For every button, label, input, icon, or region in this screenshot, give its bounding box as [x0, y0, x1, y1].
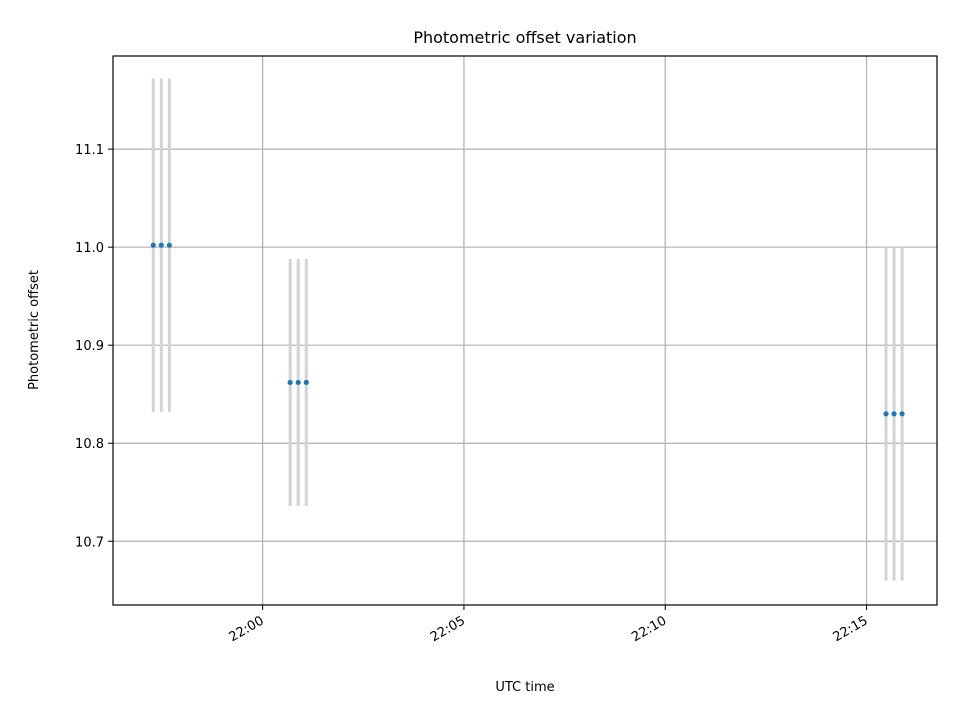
data-point [150, 242, 156, 248]
y-tick-label: 10.9 [75, 339, 104, 354]
ticks-layer: 22:00 22:05 22:10 22:15 10.7 10.8 10.9 11.0 11.1 [75, 143, 870, 645]
points-layer [150, 242, 905, 417]
chart-title: Photometric offset variation [413, 28, 636, 47]
data-point [899, 411, 905, 417]
error-bars-layer [151, 78, 904, 581]
x-axis-label: UTC time [495, 680, 554, 695]
data-point [295, 379, 301, 386]
data-point [891, 411, 897, 417]
y-tick-label: 11.1 [75, 143, 104, 158]
data-point [883, 411, 889, 417]
x-tick-label: 22:15 [831, 613, 871, 645]
x-tick-label: 22:10 [629, 613, 669, 645]
data-point [158, 242, 164, 248]
plot-frame [112, 55, 938, 606]
data-point [166, 242, 172, 248]
y-axis-label: Photometric offset [27, 270, 42, 390]
x-tick-label: 22:00 [227, 613, 267, 645]
data-point [303, 379, 309, 386]
x-tick-label: 22:05 [428, 613, 468, 645]
y-tick-label: 10.7 [75, 535, 104, 550]
y-tick-label: 11.0 [75, 241, 104, 256]
grid-layer [113, 56, 937, 605]
data-point [287, 379, 293, 386]
y-tick-label: 10.8 [75, 437, 104, 452]
